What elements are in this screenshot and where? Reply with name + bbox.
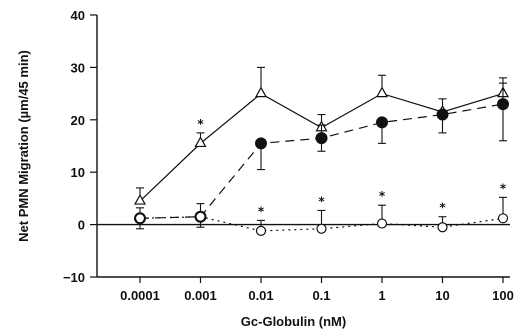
series-2-point [436,108,449,121]
series-1-point [194,136,207,148]
significance-marker: * [500,181,507,195]
series-3-point [195,211,206,222]
series-3-point [134,213,146,224]
significance-marker: * [197,117,204,131]
series-1-point [133,193,147,205]
y-tick-label: 40 [71,8,85,23]
x-tick-label: 0.0001 [120,288,160,303]
series-3-point [255,225,267,236]
series-2-point [376,116,388,129]
y-tick-label: 20 [71,113,85,128]
x-tick-label: 0.1 [312,288,330,303]
x-tick-label: 0.001 [184,288,217,303]
series-2-point [315,132,328,145]
x-tick-label: 1 [378,288,385,303]
significance-marker: * [318,194,325,208]
x-tick-label: 100 [492,288,514,303]
series-2-point [497,98,509,111]
significance-marker: * [379,189,386,203]
x-axis-title: Gc-Globulin (nM) [241,314,346,329]
series-1-point [254,86,268,98]
x-tick-label: 10 [435,288,449,303]
significance-marker: * [439,201,446,215]
y-tick-label: 30 [71,60,85,75]
x-tick-label: 0.01 [248,288,273,303]
y-tick-label: −10 [63,270,85,285]
series-1-point [375,86,389,98]
series-3-point [497,213,509,224]
series-3-point [437,222,448,233]
series-3-point [376,218,388,229]
series-2-point [255,137,267,150]
y-tick-label: 0 [78,218,85,233]
y-axis-title: Net PMN Migration (µm/45 min) [16,50,31,242]
series-3-point [316,223,327,234]
significance-marker: * [258,204,265,218]
y-tick-label: 10 [71,165,85,180]
